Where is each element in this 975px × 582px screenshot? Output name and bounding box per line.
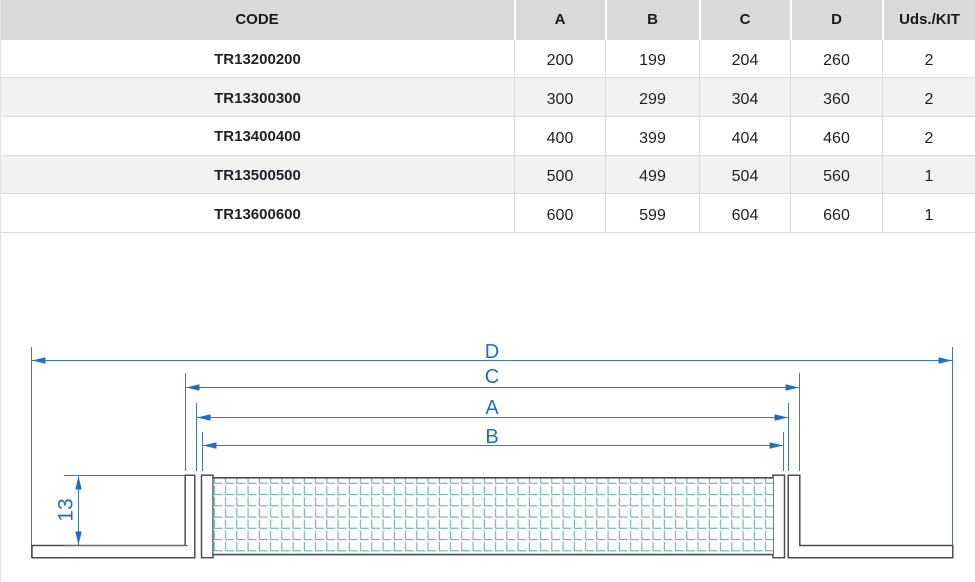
svg-text:A: A xyxy=(485,397,499,419)
svg-text:13: 13 xyxy=(55,498,78,521)
svg-text:B: B xyxy=(485,426,498,448)
svg-text:C: C xyxy=(485,366,499,388)
svg-text:D: D xyxy=(485,341,499,363)
